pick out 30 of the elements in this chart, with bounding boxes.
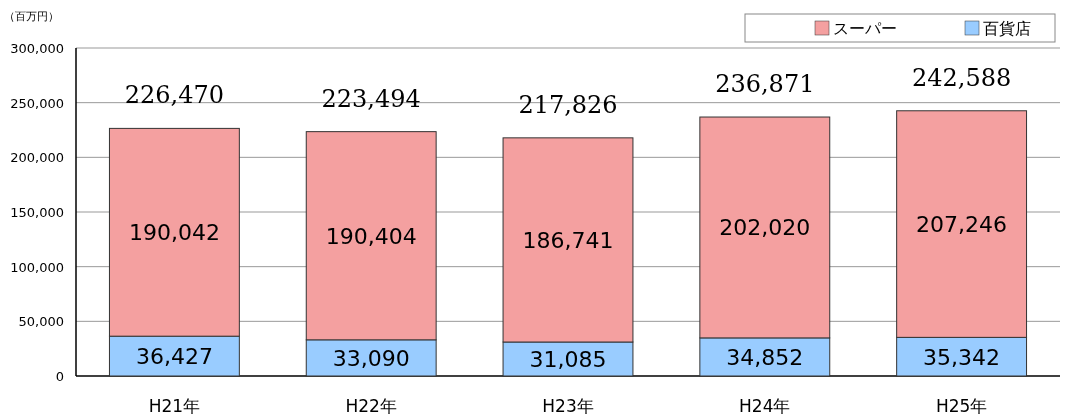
y-tick-label: 300,000 — [10, 41, 64, 56]
y-tick-label: 250,000 — [10, 95, 64, 111]
x-tick-label: H23年 — [542, 396, 594, 416]
x-tick-label: H24年 — [739, 396, 791, 416]
y-tick-label: 0 — [55, 369, 64, 384]
data-label: 207,246 — [916, 212, 1008, 238]
legend-label: スーパー — [833, 19, 897, 38]
data-label: 36,427 — [135, 344, 213, 370]
total-label: 217,826 — [518, 90, 618, 119]
data-label: 202,020 — [719, 215, 811, 241]
data-label: 31,085 — [529, 347, 607, 373]
x-tick-label: H22年 — [345, 396, 397, 416]
data-label: 33,090 — [332, 345, 410, 371]
data-label: 35,342 — [923, 344, 1001, 370]
total-label: 236,871 — [715, 70, 815, 99]
total-label: 226,470 — [124, 81, 225, 110]
x-tick-label: H25年 — [935, 396, 988, 416]
y-tick-label: 200,000 — [10, 150, 64, 166]
legend-label: 百貨店 — [983, 19, 1031, 38]
x-tick-label: H21年 — [148, 396, 201, 416]
y-tick-label: 100,000 — [10, 259, 64, 275]
total-label: 223,494 — [321, 84, 421, 113]
data-label: 190,042 — [128, 220, 220, 246]
total-label: 242,588 — [911, 63, 1012, 92]
y-tick-label: 50,000 — [18, 314, 64, 330]
y-tick-label: 150,000 — [10, 205, 64, 220]
data-label: 34,852 — [726, 344, 804, 370]
data-label: 186,741 — [522, 227, 614, 253]
y-axis-title: （百万円） — [4, 10, 59, 23]
data-label: 190,404 — [325, 223, 417, 249]
